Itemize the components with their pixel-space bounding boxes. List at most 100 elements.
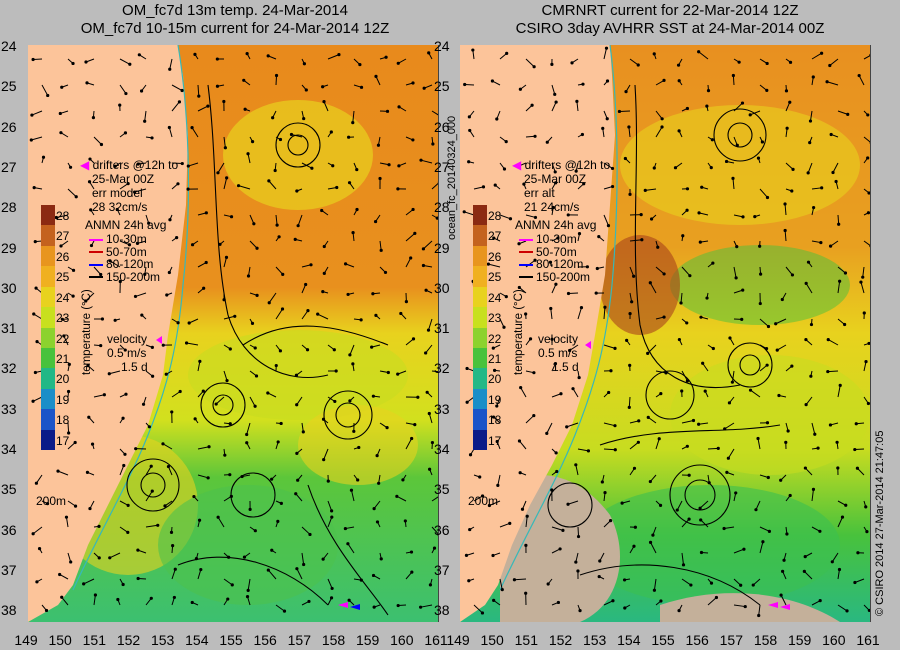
colorbar-tick: 24 — [488, 290, 502, 305]
lon-tick-label: 149 — [446, 632, 470, 648]
lat-tick-label: 34 — [1, 441, 17, 457]
left-drifters-note: ◀ drifters @12h to 25-Mar 00Z err model … — [80, 158, 178, 214]
left-map[interactable] — [28, 45, 439, 622]
colorbar-tick: 26 — [56, 249, 70, 264]
left-mooring-marker — [156, 336, 162, 344]
legend-label: 150-200m — [536, 269, 591, 284]
right-legend: ANMN 24h avg — [515, 218, 596, 232]
legend-arrow-icon — [89, 238, 103, 241]
lon-tick-label: 154 — [617, 632, 641, 648]
lon-tick-label: 152 — [116, 632, 141, 648]
right-legend-title: ANMN 24h avg — [515, 218, 597, 232]
right-velocity-label: velocity — [538, 332, 579, 346]
lon-tick-label: 159 — [787, 632, 812, 648]
lat-tick-label: 33 — [434, 400, 450, 417]
right-title-line2: CSIRO 3day AVHRR SST at 24-Mar-2014 00Z — [515, 20, 825, 37]
left-title: OM_fc7d 13m temp. 24-Mar-2014 OM_fc7d 10… — [20, 2, 450, 38]
legend-arrow-icon — [519, 276, 533, 279]
lon-tick-label: 150 — [480, 632, 504, 648]
legend-label: 80-120m — [106, 257, 154, 271]
legend-label: 80-120m — [536, 257, 584, 271]
lat-tick-label: 26 — [434, 118, 450, 135]
left-drifters-line1: drifters @12h to — [92, 158, 179, 172]
lat-tick-label: 33 — [1, 400, 17, 417]
left-title-line2: OM_fc7d 10-15m current for 24-Mar-2014 1… — [80, 20, 390, 37]
right-map[interactable] — [460, 45, 871, 622]
right-title-line1: CMRNRT current for 22-Mar-2014 12Z — [541, 2, 799, 19]
right-velocity: velocity 0.5 m/s 1.5 d — [538, 332, 579, 374]
colorbar-tick: 20 — [488, 372, 502, 387]
legend-item: 50-70m — [519, 245, 577, 259]
left-title-line1: OM_fc7d 13m temp. 24-Mar-2014 — [122, 2, 348, 19]
right-velocity-time: 1.5 d — [552, 360, 579, 374]
lat-tick-label: 37 — [434, 561, 450, 578]
colorbar-tick: 27 — [488, 229, 502, 244]
lon-tick-label: 153 — [582, 632, 607, 648]
right-drifters-line2: 25-Mar 00Z — [524, 172, 587, 186]
legend-label: 50-70m — [106, 244, 147, 259]
legend-item: 80-120m — [89, 257, 153, 271]
colorbar-tick: 23 — [488, 311, 502, 326]
lat-tick-label: 38 — [434, 602, 450, 619]
colorbar-swatch — [41, 307, 55, 328]
legend-item: 10-30m — [519, 232, 577, 246]
lat-tick-label: 30 — [434, 279, 450, 296]
lon-tick-label: 158 — [753, 632, 778, 648]
colorbar-swatch — [473, 327, 487, 349]
lat-tick-label: 35 — [434, 481, 450, 498]
colorbar-swatch — [473, 368, 487, 390]
lat-tick-label: 26 — [1, 118, 17, 135]
drifter-icon: ◀ — [512, 158, 522, 172]
colorbar-tick: 19 — [488, 392, 502, 407]
colorbar-tick: 21 — [488, 351, 502, 366]
right-side-label: ocean_fc_20140324_000 — [446, 115, 458, 240]
legend-item: 150-200m — [89, 270, 160, 284]
legend-label: 10-30m — [536, 232, 577, 246]
lat-tick-label: 35 — [1, 481, 17, 498]
colorbar-tick: 17 — [488, 433, 502, 448]
colorbar-swatch — [41, 409, 55, 431]
lon-tick-label: 151 — [82, 632, 107, 648]
legend-label: 50-70m — [536, 244, 577, 259]
colorbar-tick: 28 — [56, 209, 70, 223]
right-arrow-field — [462, 46, 870, 618]
right-title: CMRNRT current for 22-Mar-2014 12Z CSIRO… — [455, 2, 885, 38]
colorbar-tick: 28 — [488, 209, 502, 223]
right-current-vectors — [547, 84, 781, 606]
colorbar-tick: 24 — [56, 290, 70, 305]
lat-tick-label: 29 — [434, 239, 450, 256]
left-velocity-time: 1.5 d — [121, 360, 148, 374]
left-drifters-line2: 25-Mar 00Z — [92, 172, 155, 186]
lon-tick-label: 159 — [355, 632, 380, 648]
colorbar-swatch — [473, 388, 487, 410]
right-drifters-line4: 21 24cm/s — [524, 200, 580, 214]
lon-tick-label: 150 — [48, 632, 72, 648]
colorbar-swatch — [41, 388, 55, 410]
left-legend-title: ANMN 24h avg — [85, 218, 167, 232]
colorbar-swatch — [473, 286, 487, 308]
colorbar-tick: 25 — [488, 270, 502, 285]
colorbar-swatch — [41, 347, 55, 369]
colorbar-label: temperature (°C) — [81, 289, 93, 375]
colorbar-tick: 22 — [488, 331, 502, 346]
lat-tick-label: 27 — [1, 158, 17, 175]
lon-tick-label: 154 — [185, 632, 209, 648]
colorbar-tick: 22 — [56, 331, 70, 346]
right-drifters-note: ◀ drifters @12h to 25-Mar 00Z err alt 21… — [512, 158, 610, 214]
colorbar-swatch — [473, 409, 487, 431]
right-velocity-speed: 0.5 m/s — [538, 346, 578, 360]
right-land — [460, 45, 615, 622]
colorbar-swatch — [473, 347, 487, 369]
credit-label: © CSIRO 2014 27-Mar-2014 21:47:05 — [874, 430, 886, 616]
lat-tick-label: 24 — [434, 38, 450, 54]
left-velocity-label: velocity — [107, 332, 148, 346]
legend-label: 150-200m — [106, 269, 161, 284]
lat-tick-label: 34 — [434, 441, 450, 457]
lon-tick-label: 155 — [219, 632, 243, 648]
colorbar-tick: 21 — [56, 351, 70, 366]
colorbar-tick: 18 — [56, 413, 70, 428]
colorbar-swatch — [41, 286, 55, 308]
right-isobath-label: 200m — [468, 494, 499, 508]
colorbar-swatch — [41, 429, 55, 451]
lat-tick-label: 30 — [1, 279, 17, 296]
